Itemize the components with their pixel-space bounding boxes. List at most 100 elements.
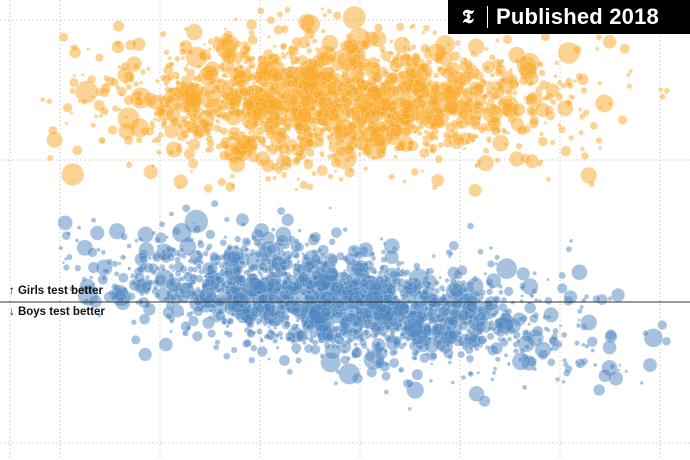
girls-data-point — [554, 60, 560, 66]
boys-data-point — [431, 287, 436, 292]
boys-data-point — [361, 276, 368, 283]
boys-data-point — [422, 287, 430, 295]
girls-data-point — [228, 110, 236, 117]
girls-data-point — [261, 158, 276, 173]
boys-data-point — [398, 318, 404, 324]
girls-data-point — [453, 68, 457, 73]
boys-data-point — [328, 238, 336, 246]
girls-data-point — [327, 114, 335, 122]
boys-data-point — [543, 307, 559, 323]
girls-data-point — [309, 96, 315, 102]
girls-data-point — [543, 120, 548, 125]
boys-data-point — [391, 335, 402, 346]
girls-data-point — [246, 18, 258, 31]
girls-data-point — [206, 139, 215, 148]
girls-data-point — [269, 147, 277, 156]
boys-data-point — [552, 327, 559, 335]
boys-data-point — [203, 274, 208, 279]
girls-data-point — [230, 183, 236, 189]
boys-data-point — [154, 236, 162, 244]
boys-data-point — [87, 247, 98, 258]
girls-data-point — [172, 91, 179, 97]
boys-data-point — [450, 300, 459, 308]
girls-data-point — [338, 176, 344, 183]
girls-data-point — [580, 87, 588, 94]
girls-data-point — [154, 136, 162, 144]
girls-data-point — [539, 158, 544, 164]
boys-data-point — [227, 250, 242, 265]
girls-data-point — [236, 78, 246, 88]
girls-data-point — [401, 126, 412, 137]
boys-data-point — [349, 316, 354, 321]
boys-data-point — [411, 368, 424, 381]
boys-data-point — [361, 342, 368, 350]
boys-data-point — [246, 269, 251, 274]
girls-data-point — [421, 30, 426, 35]
girls-data-point — [436, 65, 444, 72]
boys-data-point — [406, 381, 425, 400]
girls-data-point — [257, 54, 268, 66]
boys-data-point — [445, 249, 453, 256]
girls-data-point — [152, 117, 157, 122]
girls-data-point — [360, 39, 369, 49]
boys-data-point — [448, 240, 459, 251]
girls-data-point — [286, 135, 291, 140]
girls-data-point — [464, 138, 471, 145]
boys-data-point — [280, 264, 289, 272]
girls-data-point — [374, 156, 379, 160]
girls-data-point — [361, 131, 366, 135]
boys-data-point — [285, 314, 290, 319]
girls-data-point — [535, 86, 543, 94]
girls-data-point — [524, 154, 540, 169]
boys-data-point — [292, 267, 302, 277]
girls-data-point — [416, 126, 420, 131]
boys-data-point — [331, 312, 337, 318]
girls-data-point — [463, 57, 468, 63]
girls-data-point — [184, 133, 188, 138]
boys-data-point — [575, 358, 586, 369]
boys-data-point — [466, 277, 484, 295]
boys-data-point — [450, 380, 455, 385]
girls-data-point — [294, 187, 299, 192]
boys-data-point — [519, 347, 526, 354]
girls-data-point — [189, 169, 194, 174]
girls-data-point — [452, 136, 463, 146]
girls-data-point — [462, 147, 467, 151]
boys-data-point — [375, 325, 383, 333]
girls-data-point — [69, 111, 74, 115]
boys-data-point — [134, 238, 139, 243]
badge-divider — [487, 6, 488, 28]
boys-data-point — [475, 291, 482, 297]
girls-data-point — [217, 177, 227, 187]
girls-data-point — [300, 14, 321, 35]
boys-data-point — [609, 363, 616, 370]
boys-data-point — [380, 249, 387, 255]
boys-data-point — [334, 298, 346, 310]
girls-data-point — [347, 121, 357, 132]
girls-data-point — [411, 87, 421, 97]
girls-data-point — [266, 145, 271, 150]
boys-data-point — [398, 323, 403, 328]
up-arrow-icon: ↑ — [9, 285, 15, 297]
boys-data-point — [403, 269, 411, 276]
boys-data-point — [278, 354, 291, 367]
boys-data-point — [118, 272, 129, 283]
boys-data-point — [362, 307, 367, 312]
girls-data-point — [425, 92, 430, 98]
boys-data-point — [433, 280, 440, 286]
boys-data-point — [353, 342, 358, 347]
girls-data-point — [442, 137, 453, 148]
girls-data-point — [463, 69, 468, 75]
girls-data-point — [316, 164, 328, 177]
boys-data-point — [243, 338, 252, 348]
boys-data-point — [269, 330, 276, 337]
boys-data-point — [100, 249, 106, 256]
boys-data-point — [548, 346, 554, 352]
boys-data-point — [87, 261, 100, 274]
girls-data-point — [187, 138, 201, 151]
boys-data-point — [330, 255, 335, 260]
girls-data-point — [512, 90, 518, 96]
boys-data-point — [286, 368, 294, 375]
boys-data-point — [486, 288, 493, 296]
